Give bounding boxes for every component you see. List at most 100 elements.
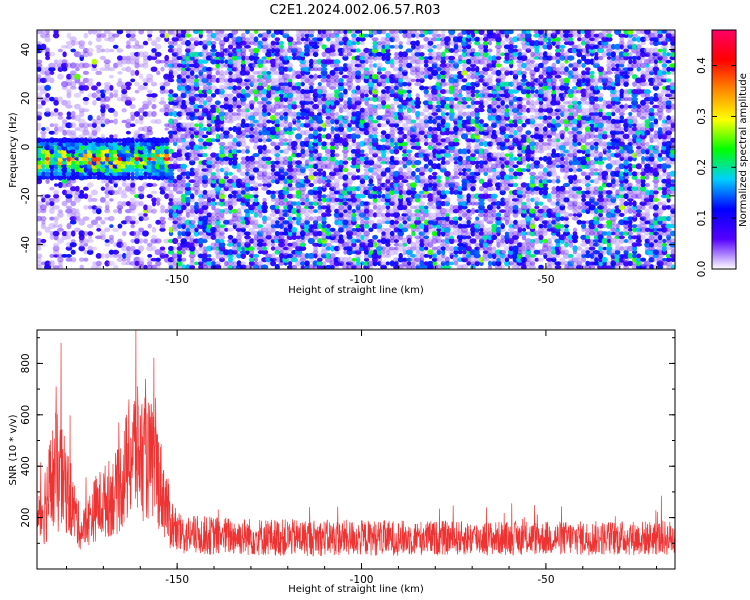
heatmap-cell	[52, 230, 60, 237]
heatmap-cell	[227, 81, 234, 87]
heatmap-cell	[245, 114, 250, 121]
heatmap-cell	[91, 58, 98, 65]
heatmap-cell	[202, 174, 208, 181]
heatmap-cell	[283, 205, 289, 210]
heatmap-cell	[227, 86, 234, 90]
heatmap-cell	[193, 204, 200, 211]
heatmap-cell	[294, 96, 303, 102]
heatmap-cell	[164, 145, 170, 150]
heatmap-cell	[194, 56, 199, 60]
heatmap-cell	[249, 186, 255, 192]
heatmap-cell	[82, 160, 90, 165]
heatmap-cell	[181, 140, 186, 147]
heatmap-cell	[360, 234, 365, 240]
heatmap-cell	[100, 163, 106, 169]
heatmap-cell	[172, 69, 178, 76]
heatmap-cell	[167, 174, 175, 181]
heatmap-cell	[337, 238, 345, 244]
heatmap-cell	[223, 36, 230, 43]
heatmap-cell	[104, 174, 111, 181]
heatmap-cell	[129, 104, 136, 110]
heatmap-cell	[82, 51, 89, 58]
heatmap-cell	[513, 219, 518, 225]
heatmap-cell	[206, 264, 213, 269]
heatmap-cell	[321, 223, 327, 229]
heatmap-cell	[261, 249, 269, 255]
heatmap-cell	[330, 126, 335, 132]
heatmap-cell	[66, 167, 72, 173]
heatmap-cell	[235, 77, 243, 84]
heatmap-cell	[478, 201, 485, 206]
heatmap-cell	[329, 189, 337, 196]
heatmap-cell	[40, 168, 47, 172]
heatmap-cell	[290, 140, 298, 148]
heatmap-cell	[346, 144, 353, 151]
heatmap-cell	[270, 160, 276, 165]
heatmap-cell	[206, 82, 213, 86]
heatmap-cell	[150, 183, 158, 187]
heatmap-cell	[303, 70, 311, 75]
heatmap-cell	[37, 43, 42, 50]
heatmap-cell	[189, 260, 195, 266]
heatmap-cell	[214, 219, 221, 226]
heatmap-cell	[104, 171, 111, 176]
heatmap-cell	[112, 209, 119, 214]
heatmap-cell	[49, 123, 55, 128]
heatmap-cell	[99, 144, 107, 151]
heatmap-cell	[223, 119, 229, 124]
heatmap-cell	[45, 148, 51, 155]
heatmap-cell	[440, 51, 446, 58]
heatmap-cell	[45, 33, 51, 38]
heatmap-cell	[291, 227, 298, 233]
heatmap-cell	[295, 104, 302, 109]
heatmap-cell	[159, 145, 166, 151]
heatmap-cell	[410, 182, 417, 188]
heatmap-cell	[198, 216, 204, 222]
heatmap-cell	[249, 126, 254, 132]
heatmap-cell	[296, 85, 301, 91]
heatmap-cell	[61, 137, 68, 144]
heatmap-cell	[167, 78, 175, 83]
heatmap-cell	[305, 193, 310, 199]
heatmap-cell	[304, 137, 311, 144]
heatmap-cell	[227, 234, 234, 240]
heatmap-cell	[193, 104, 200, 110]
heatmap-cell	[334, 36, 339, 43]
heatmap-cell	[316, 208, 323, 214]
heatmap-cell	[312, 193, 319, 200]
heatmap-cell	[176, 115, 183, 121]
heatmap-cell	[45, 47, 50, 54]
heatmap-cell	[257, 183, 263, 187]
heatmap-cell	[317, 193, 323, 199]
heatmap-cell	[303, 234, 311, 241]
heatmap-cell	[188, 43, 196, 50]
heatmap-cell	[176, 145, 183, 151]
heatmap-cell	[126, 171, 131, 177]
heatmap-cell	[142, 209, 149, 214]
heatmap-cell	[487, 40, 493, 46]
heatmap-cell	[219, 32, 225, 39]
heatmap-cell	[232, 85, 238, 91]
heatmap-cell	[253, 127, 259, 131]
heatmap-cell	[338, 77, 344, 83]
heatmap-cell	[74, 163, 81, 170]
heatmap-cell	[193, 107, 200, 113]
heatmap-cell	[37, 201, 43, 207]
heatmap-cell	[171, 204, 179, 211]
heatmap-cell	[116, 55, 123, 61]
heatmap-cell	[241, 118, 246, 125]
heatmap-cell	[185, 175, 191, 180]
heatmap-cell	[300, 33, 305, 38]
heatmap-cell	[465, 85, 472, 91]
heatmap-cell	[244, 123, 251, 128]
heatmap-cell	[129, 204, 137, 211]
heatmap-cell	[333, 186, 341, 191]
heatmap-cell	[269, 126, 277, 132]
heatmap-cell	[185, 115, 191, 121]
heatmap-cell	[99, 197, 106, 203]
heatmap-cell	[49, 186, 55, 191]
heatmap-cell	[512, 182, 519, 188]
heatmap-cell	[173, 261, 178, 266]
heatmap-cell	[121, 241, 128, 248]
heatmap-cell	[138, 30, 145, 35]
